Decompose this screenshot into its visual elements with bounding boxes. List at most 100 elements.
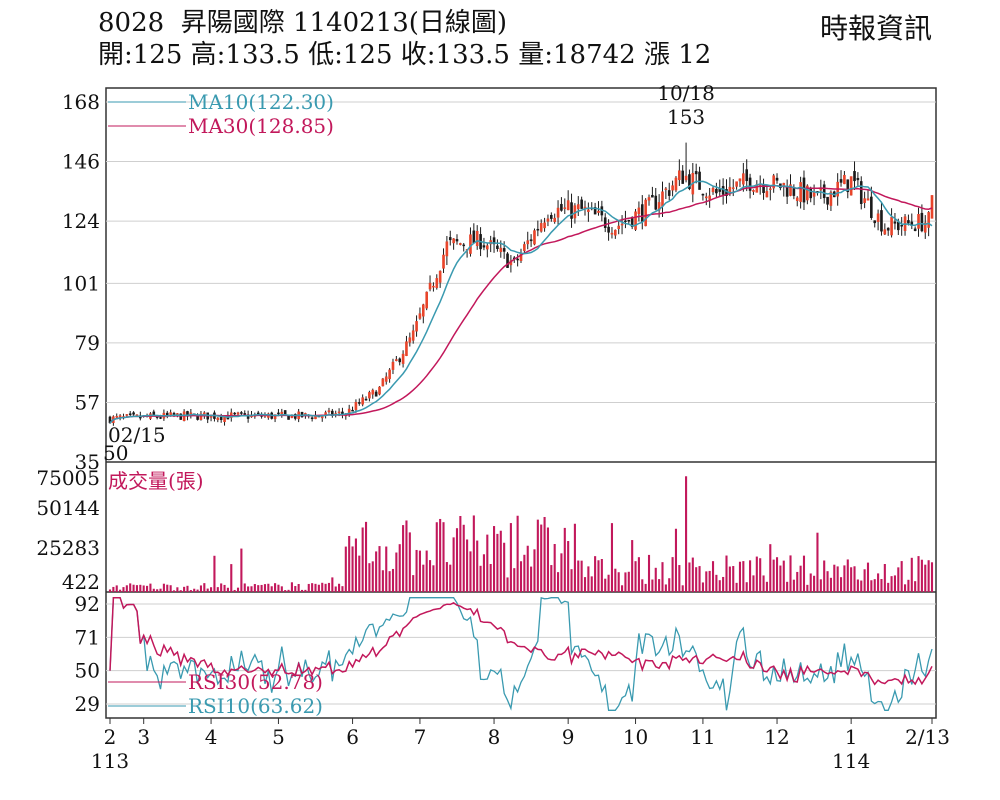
volume-tick-label: 422: [62, 570, 100, 594]
volume-bar: [378, 546, 381, 592]
candle-body: [799, 182, 802, 202]
x-tick-label: 10: [623, 725, 648, 749]
candle-body: [617, 225, 620, 230]
volume-bar: [398, 544, 401, 592]
volume-bar: [199, 585, 203, 592]
volume-bar: [317, 584, 320, 592]
volume-bar: [442, 522, 445, 592]
volume-bar: [210, 587, 213, 592]
volume-bar: [843, 565, 846, 592]
volume-bar: [203, 583, 206, 592]
volume-bar: [486, 534, 489, 592]
stock-name: 昇陽國際: [180, 8, 285, 38]
candle-body: [597, 210, 600, 213]
candle-body: [580, 199, 583, 209]
volume-bar: [186, 585, 189, 592]
volume-bar: [156, 589, 159, 592]
candle-body: [411, 330, 415, 341]
volume-bar: [159, 588, 162, 592]
volume-bar: [327, 582, 331, 592]
volume-bar: [415, 549, 418, 592]
candle-body: [398, 358, 402, 363]
volume-bar: [122, 587, 125, 592]
volume-bar: [331, 577, 334, 592]
candle-body: [273, 414, 277, 420]
volume-bar: [873, 579, 876, 592]
candle-body: [701, 193, 705, 196]
volume-bar: [546, 527, 550, 592]
volume-bar: [883, 564, 886, 592]
volume-bar: [213, 555, 216, 592]
legend-label: MA10(122.30): [188, 90, 334, 114]
candle-body: [448, 237, 452, 241]
candle-body: [923, 222, 927, 233]
volume-bar: [917, 556, 920, 592]
volume-bar: [567, 541, 570, 592]
candle-body: [374, 391, 378, 397]
candle-body: [927, 212, 930, 228]
volume-bar: [664, 584, 667, 592]
candle-body: [199, 413, 203, 420]
volume-bar: [880, 579, 883, 592]
candle-body: [472, 230, 476, 244]
volume-bar: [513, 568, 516, 592]
candle-body: [438, 270, 442, 283]
source-label: 時報資訊: [819, 12, 932, 45]
candle-body: [839, 179, 843, 183]
candle-body: [765, 191, 769, 198]
volume-bar: [280, 586, 283, 592]
rsi30-line: [109, 596, 933, 686]
candle-body: [570, 202, 573, 219]
candle-body: [337, 411, 341, 414]
volume-bar: [449, 564, 452, 592]
candle-body: [523, 244, 526, 251]
volume-bar: [860, 580, 863, 592]
candle-body: [775, 177, 779, 181]
candle-body: [415, 321, 418, 332]
candle-body: [684, 175, 688, 181]
volume-bar: [476, 540, 479, 592]
volume-bar: [375, 551, 378, 592]
candle-body: [913, 228, 917, 232]
candle-body: [664, 188, 668, 190]
volume-bar: [489, 563, 492, 592]
candle-body: [731, 187, 735, 189]
ohlc-item: 低:125: [308, 40, 401, 70]
volume-bar: [418, 550, 421, 592]
candle-body: [792, 188, 796, 196]
volume-bar: [583, 577, 587, 592]
volume-bar: [920, 559, 923, 592]
price-tick-label: 57: [75, 390, 100, 414]
volume-bar: [829, 577, 832, 592]
candle-body: [873, 220, 877, 224]
candle-body: [240, 412, 243, 414]
candle-body: [469, 234, 472, 254]
candle-body: [327, 410, 331, 412]
ohlc-summary: 開:125 高:133.5 低:125 收:133.5 量:18742 漲 12: [98, 40, 711, 70]
volume-bar: [388, 571, 391, 592]
volume-bar: [496, 533, 499, 592]
volume-bar: [711, 561, 715, 592]
volume-bar: [742, 561, 745, 592]
volume-bar: [610, 523, 614, 592]
volume-bar: [597, 560, 600, 592]
volume-bar: [813, 575, 816, 592]
volume-bar: [250, 586, 253, 592]
volume-bar: [405, 520, 408, 592]
volume-bar: [277, 584, 280, 592]
candle-body: [843, 174, 846, 185]
volume-bar: [691, 557, 694, 592]
volume-bar: [371, 561, 374, 592]
volume-bar: [725, 555, 728, 592]
volume-bar: [877, 573, 880, 592]
volume-bar: [786, 581, 789, 592]
volume-bar: [499, 530, 502, 592]
volume-bar: [439, 518, 442, 592]
price-tick-label: 79: [75, 331, 100, 355]
candle-body: [752, 190, 755, 192]
volume-bar: [647, 554, 651, 592]
volume-bar: [455, 528, 459, 592]
candle-body: [442, 254, 445, 269]
candle-body: [587, 209, 590, 212]
candle-body: [553, 217, 556, 222]
